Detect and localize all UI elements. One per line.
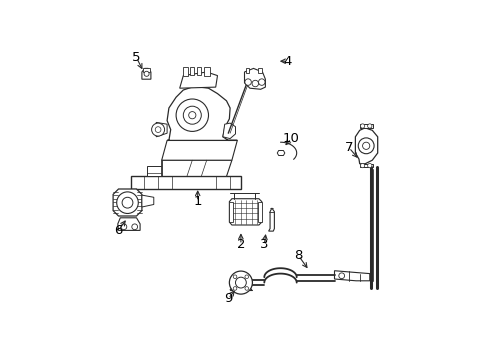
- Bar: [147, 166, 226, 176]
- Bar: [189, 67, 194, 75]
- Polygon shape: [162, 160, 231, 176]
- Text: 2: 2: [236, 238, 244, 251]
- Bar: [204, 67, 209, 76]
- Polygon shape: [167, 86, 237, 140]
- Polygon shape: [334, 271, 369, 281]
- Polygon shape: [142, 68, 151, 79]
- Circle shape: [360, 124, 364, 128]
- Circle shape: [155, 127, 161, 132]
- Text: 8: 8: [294, 249, 302, 262]
- Circle shape: [235, 277, 246, 288]
- Polygon shape: [244, 68, 265, 89]
- Circle shape: [176, 99, 208, 131]
- Circle shape: [229, 271, 252, 294]
- Circle shape: [117, 192, 138, 213]
- Circle shape: [338, 273, 344, 279]
- Circle shape: [233, 275, 236, 279]
- Polygon shape: [162, 140, 237, 160]
- Text: 6: 6: [114, 224, 122, 237]
- Circle shape: [362, 142, 369, 149]
- Text: 4: 4: [283, 55, 291, 68]
- Bar: [197, 67, 201, 75]
- Text: 1: 1: [193, 195, 202, 208]
- Polygon shape: [229, 199, 261, 225]
- Circle shape: [360, 163, 364, 168]
- Bar: [245, 68, 249, 73]
- Circle shape: [122, 197, 133, 208]
- Polygon shape: [355, 128, 377, 164]
- Polygon shape: [359, 164, 372, 167]
- Circle shape: [151, 123, 164, 136]
- Polygon shape: [223, 123, 235, 139]
- Circle shape: [258, 79, 264, 85]
- Polygon shape: [113, 189, 142, 216]
- Bar: [258, 68, 261, 73]
- Circle shape: [233, 287, 236, 290]
- Bar: [229, 202, 232, 222]
- Circle shape: [244, 287, 248, 290]
- Bar: [182, 67, 187, 76]
- Text: 9: 9: [224, 292, 232, 305]
- Circle shape: [183, 106, 201, 124]
- Circle shape: [121, 224, 126, 230]
- Polygon shape: [179, 72, 217, 88]
- Bar: [143, 68, 149, 72]
- Polygon shape: [118, 218, 140, 230]
- Circle shape: [367, 124, 371, 128]
- Polygon shape: [268, 208, 274, 231]
- Polygon shape: [131, 176, 241, 189]
- Text: 5: 5: [132, 51, 141, 64]
- Circle shape: [188, 112, 196, 119]
- Circle shape: [244, 275, 248, 279]
- Text: 7: 7: [344, 141, 352, 154]
- Polygon shape: [154, 122, 167, 137]
- Circle shape: [132, 224, 137, 230]
- Circle shape: [358, 138, 373, 154]
- Polygon shape: [142, 195, 153, 207]
- Polygon shape: [277, 150, 284, 156]
- Circle shape: [251, 80, 258, 87]
- Bar: [258, 202, 261, 222]
- Polygon shape: [359, 124, 372, 128]
- Text: 10: 10: [282, 132, 299, 145]
- Text: 3: 3: [260, 238, 268, 251]
- Circle shape: [144, 71, 149, 76]
- Circle shape: [244, 79, 251, 85]
- Circle shape: [367, 163, 371, 168]
